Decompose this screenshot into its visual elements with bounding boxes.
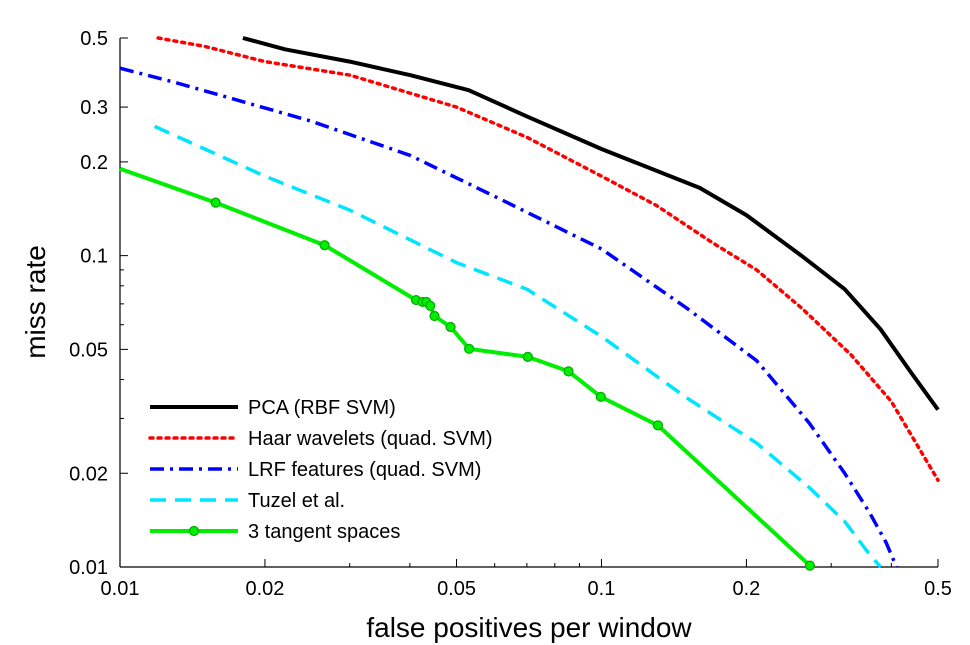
series-marker-3-tangent-spaces bbox=[595, 391, 606, 402]
y-tick-label: 0.3 bbox=[80, 97, 108, 119]
x-axis-title: false positives per window bbox=[366, 612, 692, 643]
x-tick-label: 0.02 bbox=[245, 578, 284, 600]
series-markers bbox=[210, 197, 816, 571]
x-tick-label: 0.1 bbox=[588, 578, 616, 600]
legend-label-lrf-features-quad-svm: LRF features (quad. SVM) bbox=[248, 459, 481, 481]
legend-label-3-tangent-spaces: 3 tangent spaces bbox=[248, 521, 400, 543]
series-marker-3-tangent-spaces bbox=[522, 351, 533, 362]
series-line-lrf-features-quad-svm bbox=[119, 66, 899, 568]
legend-label-haar-wavelets-quad-svm: Haar wavelets (quad. SVM) bbox=[248, 428, 493, 450]
series-marker-3-tangent-spaces bbox=[464, 343, 475, 354]
axis-ticks: 0.01 0.02 0.05 0.1 0.2 0.5 0.01 0.02 0.05 0.1 0.2 0… bbox=[69, 28, 952, 600]
series-marker-3-tangent-spaces bbox=[210, 197, 221, 208]
y-tick-label: 0.02 bbox=[69, 463, 108, 485]
series-line-3-tangent-spaces bbox=[119, 166, 812, 568]
axes-frame bbox=[119, 38, 938, 568]
y-axis-title: miss rate bbox=[20, 245, 51, 359]
series-marker-3-tangent-spaces bbox=[563, 366, 574, 377]
series-marker-3-tangent-spaces bbox=[445, 321, 456, 333]
y-tick-label: 0.5 bbox=[80, 28, 108, 50]
series-marker-3-tangent-spaces bbox=[429, 310, 440, 322]
series-lines bbox=[119, 36, 940, 569]
series-marker-3-tangent-spaces bbox=[425, 300, 436, 311]
series-line-pca-rbf-svm bbox=[242, 36, 940, 411]
series-line-tuzel-et-al bbox=[153, 124, 882, 569]
x-tick-label: 0.2 bbox=[732, 578, 760, 600]
legend-label-pca-rbf-svm: PCA (RBF SVM) bbox=[248, 397, 396, 419]
legend-marker-3-tangent-spaces bbox=[188, 525, 200, 537]
series-marker-3-tangent-spaces bbox=[804, 560, 816, 571]
x-tick-label: 0.05 bbox=[437, 578, 476, 600]
series-marker-3-tangent-spaces bbox=[652, 420, 664, 431]
y-tick-label: 0.01 bbox=[69, 557, 108, 579]
legend: PCA (RBF SVM) Haar wavelets (quad. SVM) LR… bbox=[148, 397, 493, 543]
series-marker-3-tangent-spaces bbox=[319, 240, 330, 251]
y-tick-label: 0.05 bbox=[69, 339, 108, 361]
legend-label-tuzel-et-al: Tuzel et al. bbox=[248, 490, 345, 512]
series-line-haar-wavelets-quad-svm bbox=[156, 36, 940, 482]
y-tick-label: 0.1 bbox=[80, 246, 108, 268]
x-tick-label: 0.01 bbox=[101, 578, 140, 600]
x-tick-label: 0.5 bbox=[924, 578, 952, 600]
y-tick-label: 0.2 bbox=[80, 152, 108, 174]
